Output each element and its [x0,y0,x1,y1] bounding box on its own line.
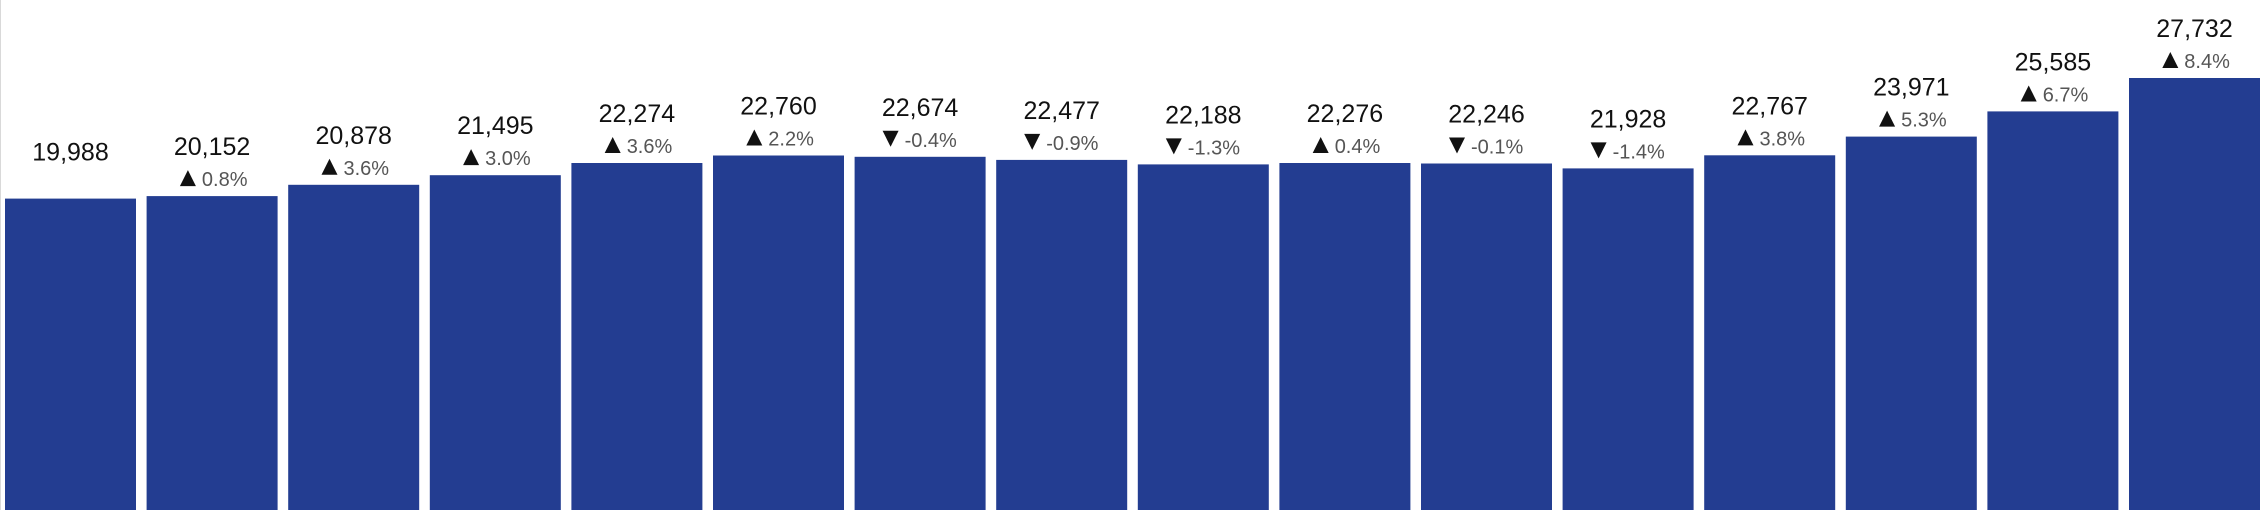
bar [288,184,420,510]
down-arrow-icon [882,130,899,147]
bar-change-label: 6.7% [2043,84,2089,106]
down-arrow-icon [1590,142,1607,159]
down-arrow-icon [1165,138,1182,155]
bar-value-label: 21,928 [1590,105,1666,133]
bar [1845,136,1977,510]
bar [1137,164,1269,510]
bars-group [5,78,2260,510]
bar-change-label: 0.8% [202,169,248,191]
bar-value-label: 21,495 [457,112,533,140]
bar-change-label: -1.3% [1188,137,1240,159]
bar-value-label: 27,732 [2156,15,2232,43]
bar-change-label: 2.2% [768,129,814,151]
bar-value-label: 23,971 [1873,74,1949,102]
bar-value-label: 22,276 [1307,100,1383,128]
bar-change-label: 5.3% [1901,110,1947,132]
bar-change-label: 3.6% [344,158,390,180]
up-arrow-icon [1737,129,1754,146]
up-arrow-icon [1312,136,1329,153]
bar-change-label: 0.4% [1335,136,1381,158]
bar-value-label: 25,585 [2015,48,2091,76]
up-arrow-icon [604,137,621,154]
up-arrow-icon [1879,110,1896,127]
labels-group: 19,988 20,152 0.8% 20,878 3.6% 21,495 3.0% 22,2… [32,15,2232,191]
bar-value-label: 19,988 [32,139,108,167]
bar-change-label: -0.9% [1046,133,1098,155]
bar [1987,111,2119,510]
bar-value-label: 22,274 [599,100,676,128]
bar [996,159,1128,510]
bar-change-label: -0.1% [1471,137,1523,159]
bar [571,163,703,510]
bar-value-label: 20,878 [315,122,391,150]
bar-change-label: 8.4% [2184,51,2230,73]
up-arrow-icon [746,129,763,146]
bar [1704,155,1836,510]
bar-value-label: 22,760 [740,93,816,121]
bar-change-label: 3.6% [627,136,673,158]
bar-change-label: -0.4% [905,130,957,152]
up-arrow-icon [2020,85,2037,102]
bar-value-label: 22,188 [1165,101,1241,129]
bar-value-label: 22,477 [1023,97,1099,125]
bar [854,156,986,510]
bar [713,155,844,510]
bar [2129,78,2260,510]
up-arrow-icon [179,170,196,187]
bar-value-label: 22,767 [1731,92,1807,120]
bar-change-label: 3.0% [485,148,531,170]
bar-value-label: 20,152 [174,133,250,161]
bar [146,196,278,510]
down-arrow-icon [1449,137,1465,154]
up-arrow-icon [463,149,480,166]
bar [1562,168,1694,510]
bar [1421,163,1552,510]
bar-change-label: -1.4% [1613,141,1665,163]
up-arrow-icon [2162,52,2179,68]
down-arrow-icon [1024,133,1041,150]
bar-value-label: 22,674 [882,94,959,122]
bar [429,175,561,510]
up-arrow-icon [321,158,338,175]
bar [1279,163,1411,510]
bar [5,198,136,510]
bar-change-label: 3.8% [1760,128,1806,150]
bar-value-label: 22,246 [1448,101,1524,129]
